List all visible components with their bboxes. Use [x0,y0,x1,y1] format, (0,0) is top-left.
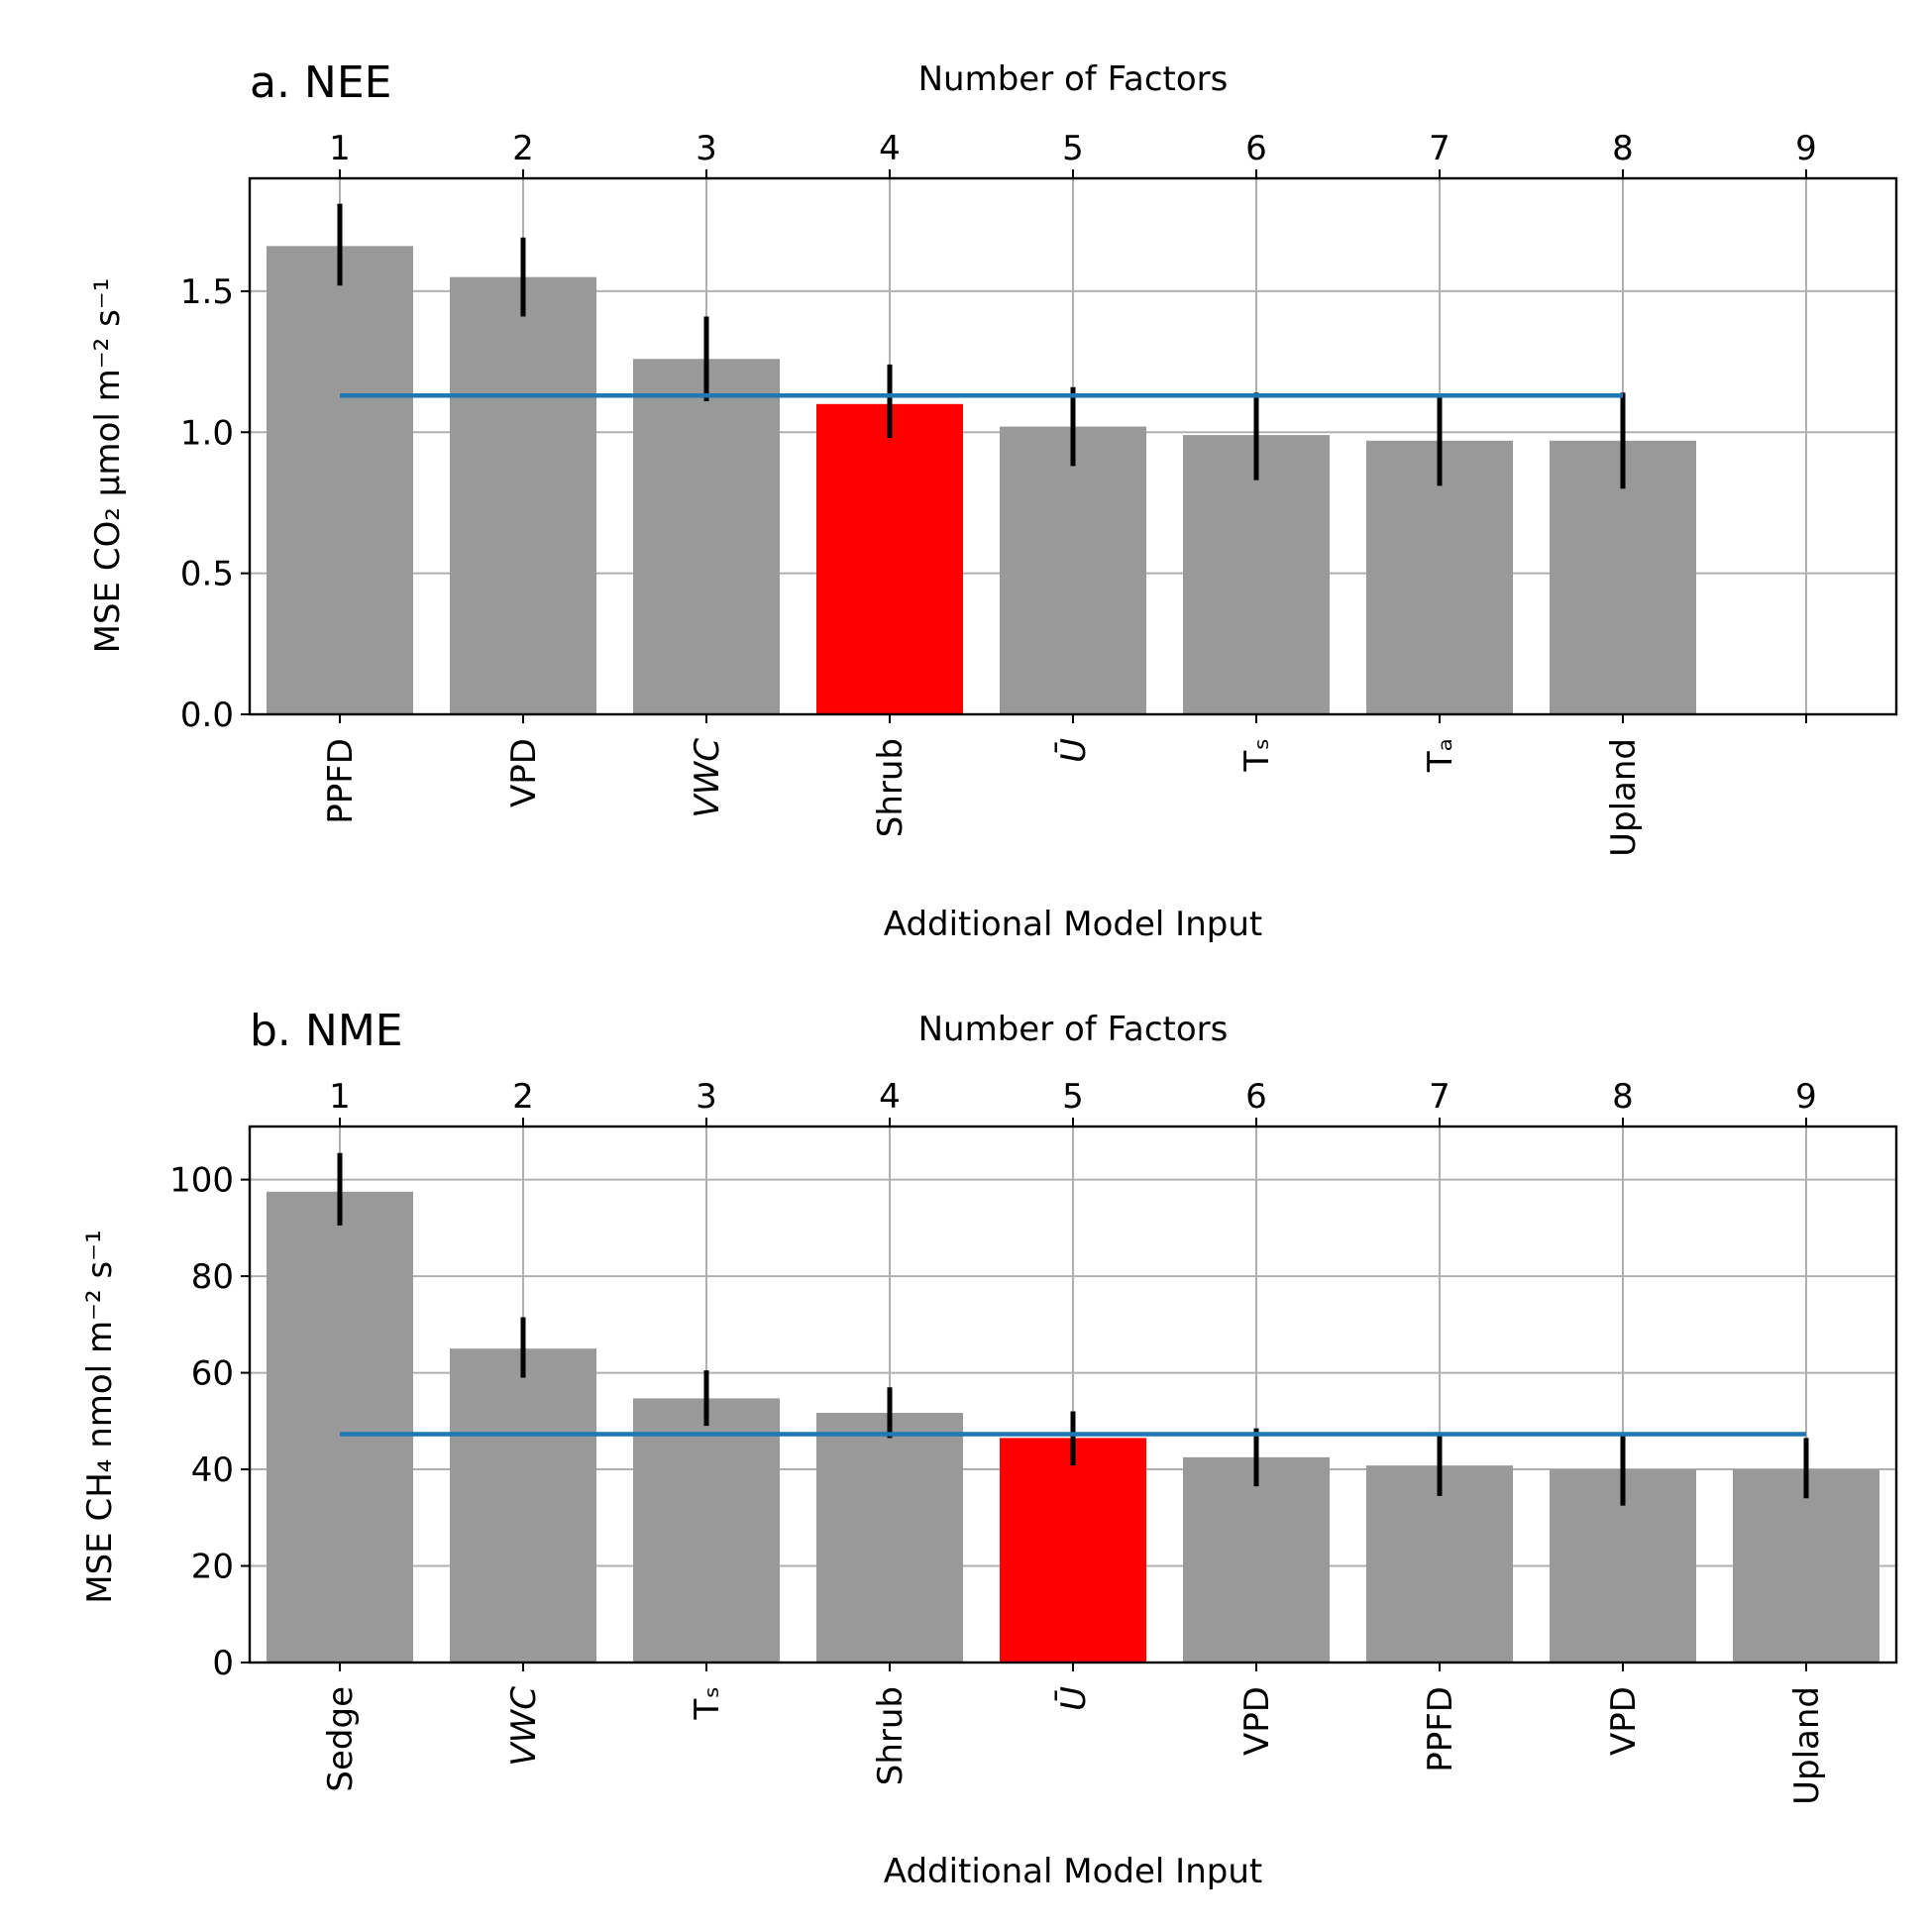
top-axis-label: Number of Factors [918,1010,1229,1049]
top-tick-label: 7 [1429,129,1450,168]
y-ticks: 0 20 40 60 80 100 [169,1161,250,1683]
category-label: Ū [1054,738,1094,763]
category-label: Tₐ [1421,738,1460,773]
top-tick-label: 7 [1429,1077,1450,1117]
top-tick-label: 9 [1795,1077,1817,1117]
bars [267,246,1696,714]
error-bars [337,1152,1809,1506]
category-labels: PPFD VPD VWC Shrub Ū Tₛ Tₐ Upland [321,738,1644,857]
top-ticks: 1 2 3 4 5 6 7 8 9 [329,1077,1817,1671]
category-label: Tₛ [688,1686,727,1720]
category-label: Upland [1604,738,1644,857]
top-tick-label: 2 [512,129,534,168]
bar [1366,1465,1513,1663]
bar [816,1413,963,1663]
top-tick-label: 1 [329,1077,351,1117]
bar-highlight [816,403,963,714]
top-tick-label: 8 [1612,129,1634,168]
y-tick-label: 20 [191,1548,234,1587]
y-tick-label: 0.5 [180,555,234,594]
bar [450,1348,596,1663]
top-tick-label: 9 [1795,129,1817,168]
y-tick-label: 100 [169,1161,234,1201]
top-tick-label: 5 [1062,1077,1084,1117]
category-label: VPD [504,738,544,807]
panel-title: a. NEE [250,57,391,108]
y-tick-label: 1.0 [180,413,234,453]
category-label: VWC [504,1686,544,1767]
category-label: Tₛ [1237,738,1277,772]
y-tick-label: 0.0 [180,696,234,735]
y-tick-label: 80 [191,1257,234,1297]
x-axis-label: Additional Model Input [884,905,1262,944]
category-label: Shrub [871,738,911,837]
top-tick-label: 2 [512,1077,534,1117]
y-ticks: 0.0 0.5 1.0 1.5 [180,272,250,735]
bar [1000,426,1146,714]
category-label: VPD [1237,1686,1277,1756]
top-tick-label: 5 [1062,129,1084,168]
y-tick-label: 60 [191,1354,234,1394]
top-tick-label: 8 [1612,1077,1634,1117]
top-tick-label: 6 [1245,1077,1267,1117]
panel-title: b. NME [250,1006,403,1056]
top-tick-label: 3 [696,129,717,168]
y-tick-label: 1.5 [180,272,234,312]
category-label: VPD [1604,1686,1644,1756]
top-tick-label: 3 [696,1077,717,1117]
bar [1733,1469,1879,1663]
y-tick-label: 40 [191,1450,234,1490]
bar [267,1191,413,1663]
category-label: Upland [1787,1686,1827,1805]
top-axis-label: Number of Factors [918,59,1229,99]
panel-nee: 0.0 0.5 1.0 1.5 1 2 3 4 5 6 7 8 9 PPFD VPD VWC Shrub Ū T… [88,57,1898,944]
x-axis-label: Additional Model Input [884,1852,1262,1891]
top-tick-label: 1 [329,129,351,168]
bar-highlight [1000,1438,1146,1663]
top-tick-label: 4 [879,1077,901,1117]
category-label: Shrub [871,1686,911,1785]
bar [1183,1456,1330,1663]
top-tick-label: 6 [1245,129,1267,168]
y-tick-label: 0 [212,1644,234,1683]
panel-nme: 0 20 40 60 80 100 1 2 3 4 5 6 7 8 9 Sedge VWC Tₛ Shrub Ū V… [80,1006,1898,1891]
bar [1183,435,1330,714]
category-label: PPFD [1421,1686,1460,1772]
bar [450,276,596,714]
top-ticks: 1 2 3 4 5 6 7 8 9 [329,129,1817,723]
y-axis-label: MSE CH₄ nmol m⁻² s⁻¹ [80,1230,120,1603]
category-label: Sedge [321,1686,361,1792]
category-label: Ū [1054,1686,1094,1711]
y-axis-label: MSE CO₂ μmol m⁻² s⁻¹ [88,278,128,654]
category-label: VWC [688,738,727,818]
bar [267,246,413,714]
category-labels: Sedge VWC Tₛ Shrub Ū VPD PPFD VPD Upland [321,1686,1827,1805]
bar [633,1398,780,1663]
bar [633,359,780,714]
bars [267,1191,1879,1663]
category-label: PPFD [321,738,361,824]
bar [1366,440,1513,714]
top-tick-label: 4 [879,129,901,168]
error-bars [337,203,1626,489]
